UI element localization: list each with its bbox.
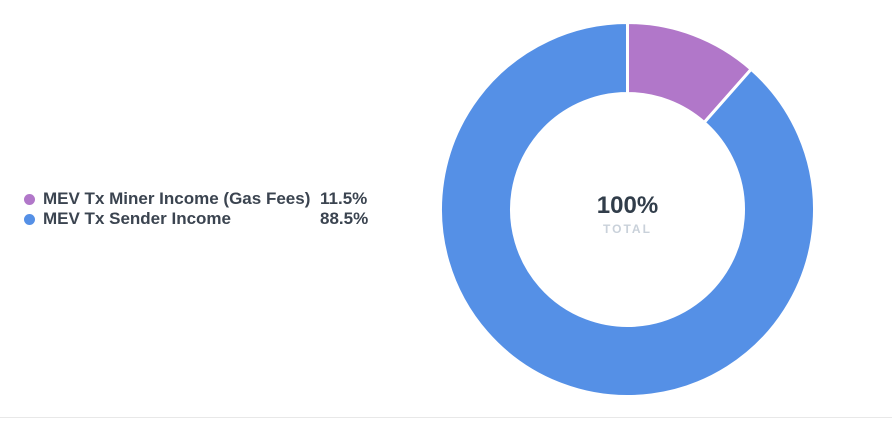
legend-label: MEV Tx Sender Income xyxy=(43,209,231,228)
donut-chart xyxy=(439,21,816,398)
legend-value: 11.5% xyxy=(320,189,368,208)
legend-color-dot xyxy=(24,193,35,205)
legend-value: 88.5% xyxy=(320,209,369,228)
chart-legend: MEV Tx Miner Income (Gas Fees) 11.5% MEV… xyxy=(24,189,368,229)
legend-item-miner-income[interactable]: MEV Tx Miner Income (Gas Fees) 11.5% xyxy=(24,189,368,209)
bottom-divider xyxy=(0,417,892,418)
donut-chart-container: 100% TOTAL xyxy=(439,21,816,398)
legend-label: MEV Tx Miner Income (Gas Fees) xyxy=(43,189,311,208)
donut-slice-1[interactable] xyxy=(439,21,816,398)
legend-color-dot xyxy=(24,213,35,225)
legend-item-sender-income[interactable]: MEV Tx Sender Income 88.5% xyxy=(24,209,368,229)
